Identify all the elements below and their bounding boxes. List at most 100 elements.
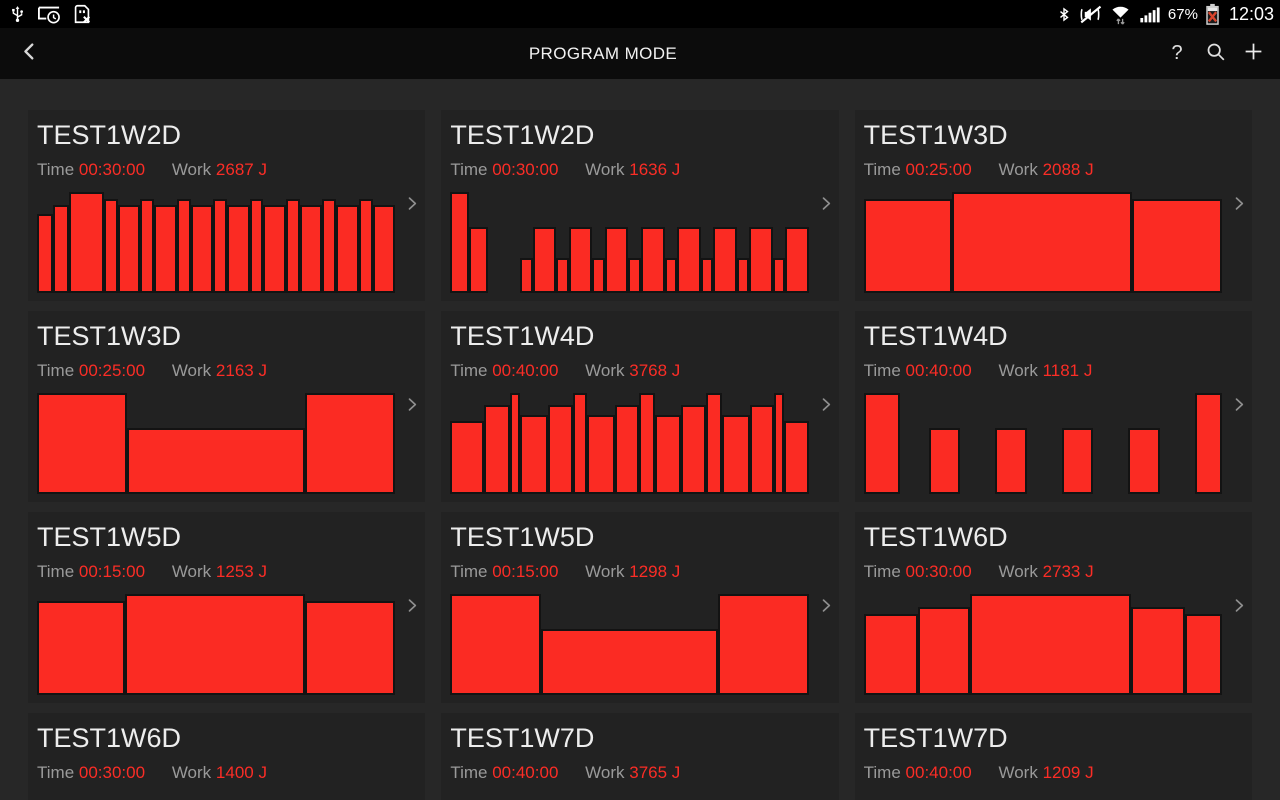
program-info: Time 00:15:00 Work 1253 J [37,561,395,582]
search-button[interactable] [1196,28,1234,79]
program-info: Time 00:40:00 Work 1209 J [864,762,1222,783]
chevron-right-icon [1229,393,1249,420]
work-value: 2687 J [215,160,267,179]
chart-bar [520,415,549,494]
sim-missing-icon [71,3,93,25]
program-chart [450,795,808,800]
chart-bar [286,199,300,293]
work-value: 1636 J [629,160,681,179]
help-button[interactable]: ? [1158,28,1196,79]
chart-bar [586,415,615,494]
program-card[interactable]: TEST1W2D Time 00:30:00 Work 1636 J [441,110,839,301]
chart-bar [468,227,489,293]
program-card[interactable]: TEST1W4D Time 00:40:00 Work 1181 J [854,311,1252,502]
chart-bar [736,257,750,293]
chart-bar [520,257,533,293]
chart-bar [1061,428,1094,494]
time-value: 00:30:00 [492,160,559,179]
time-value: 00:40:00 [905,763,972,782]
work-value: 2088 J [1042,160,1094,179]
time-label: Time [863,160,901,179]
chart-bar [705,393,722,494]
program-card[interactable]: TEST1W5D Time 00:15:00 Work 1253 J [28,512,426,703]
chart-bar [213,199,228,293]
chart-bar [929,428,961,494]
work-label: Work [171,763,212,782]
program-info: Time 00:30:00 Work 1636 J [450,159,808,180]
status-bar: 67% 12:03 [0,0,1280,28]
work-value: 1209 J [1042,763,1094,782]
work-value: 1253 J [215,562,267,581]
time-value: 00:40:00 [905,361,972,380]
work-value: 1298 J [629,562,681,581]
program-card[interactable]: TEST1W6D Time 00:30:00 Work 1400 J [28,713,426,800]
chart-bar [863,393,900,494]
program-info: Time 00:25:00 Work 2163 J [37,360,395,381]
program-name: TEST1W2D [37,120,182,150]
plus-icon [1243,41,1264,67]
chevron-right-icon [1229,192,1249,219]
program-info: Time 00:40:00 Work 1181 J [864,360,1222,381]
chart-bar [299,205,323,293]
work-value: 2733 J [1042,562,1094,581]
chart-bar [322,199,337,293]
program-chart [863,393,1223,494]
chart-bar [749,405,774,494]
chart-bar [995,428,1027,494]
program-card[interactable]: TEST1W3D Time 00:25:00 Work 2088 J [854,110,1252,301]
time-value: 00:25:00 [905,160,972,179]
program-card[interactable]: TEST1W7D Time 00:40:00 Work 3765 J [441,713,839,800]
chevron-left-icon [19,40,41,67]
chart-bar [358,199,373,293]
wifi-icon [1109,4,1132,25]
program-card[interactable]: TEST1W2D Time 00:30:00 Work 2687 J [28,110,426,301]
program-info: Time 00:15:00 Work 1298 J [450,561,808,582]
program-name: TEST1W3D [37,321,182,351]
program-card[interactable]: TEST1W6D Time 00:30:00 Work 2733 J [854,512,1252,703]
program-card[interactable]: TEST1W7D Time 00:40:00 Work 1209 J [854,713,1252,800]
chart-bar [1131,199,1222,293]
work-value: 3768 J [629,361,681,380]
back-button[interactable] [10,28,50,79]
program-name: TEST1W4D [450,321,595,351]
chevron-right-icon [1229,594,1249,621]
program-card[interactable]: TEST1W5D Time 00:15:00 Work 1298 J [441,512,839,703]
work-label: Work [998,562,1038,581]
chevron-right-icon [816,795,836,800]
chart-bar [127,428,306,494]
mute-icon [1078,4,1102,25]
chart-bar [249,199,264,293]
program-card[interactable]: TEST1W4D Time 00:40:00 Work 3768 J [441,311,839,502]
time-label: Time [37,562,75,581]
work-value: 1181 J [1042,361,1093,380]
program-card[interactable]: TEST1W3D Time 00:25:00 Work 2163 J [28,311,426,502]
time-label: Time [863,763,901,782]
program-chart [450,594,809,695]
chart-bar [773,393,785,494]
chart-bar [37,601,126,695]
chart-bar [1185,614,1222,695]
signal-icon [1139,4,1161,25]
program-info: Time 00:40:00 Work 3765 J [450,762,808,783]
program-name: TEST1W5D [450,522,595,552]
chevron-right-icon [402,795,422,800]
chart-bar [713,227,737,293]
chart-bar [639,393,656,494]
chevron-right-icon [402,594,422,621]
program-name: TEST1W3D [863,120,1008,150]
chart-bar [227,205,250,293]
chart-bar [372,205,396,293]
chart-bar [117,205,141,293]
chart-bar [305,601,396,695]
program-info: Time 00:30:00 Work 2687 J [37,159,395,180]
program-chart [450,393,809,494]
smart-stay-icon [37,3,61,25]
chart-bar [604,227,629,293]
chart-bar [721,415,750,494]
add-button[interactable] [1234,28,1272,79]
battery-error-icon [1205,3,1220,25]
time-label: Time [450,562,488,581]
chart-bar [510,393,521,494]
page-title: PROGRAM MODE [528,43,678,63]
time-label: Time [450,763,488,782]
